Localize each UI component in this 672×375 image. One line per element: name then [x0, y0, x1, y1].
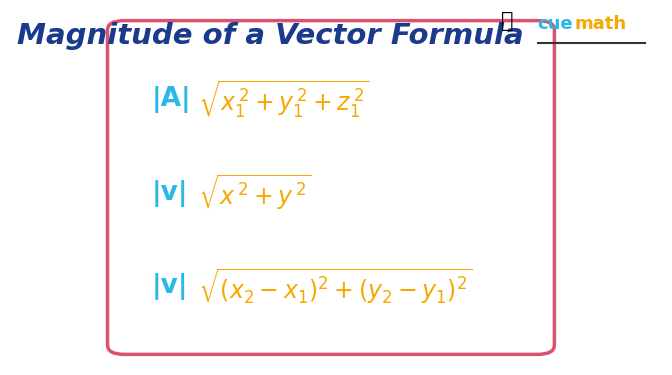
Text: |v|: |v|	[151, 273, 187, 300]
Text: $\sqrt{x_1^{\,2}+y_1^{\,2}+z_1^{\,2}}$: $\sqrt{x_1^{\,2}+y_1^{\,2}+z_1^{\,2}}$	[198, 78, 370, 120]
Text: $\sqrt{x^{\,2}+y^{\,2}}$: $\sqrt{x^{\,2}+y^{\,2}}$	[198, 173, 312, 213]
Text: |A|: |A|	[151, 86, 191, 113]
Text: $\sqrt{(x_2-x_1)^2+(y_2-y_1)^2}$: $\sqrt{(x_2-x_1)^2+(y_2-y_1)^2}$	[198, 267, 472, 307]
FancyBboxPatch shape	[108, 21, 554, 354]
Text: |v|: |v|	[151, 180, 187, 207]
Text: 🚀: 🚀	[501, 11, 513, 31]
Text: Magnitude of a Vector Formula: Magnitude of a Vector Formula	[17, 22, 523, 51]
Text: math: math	[575, 15, 627, 33]
Text: cue: cue	[538, 15, 573, 33]
